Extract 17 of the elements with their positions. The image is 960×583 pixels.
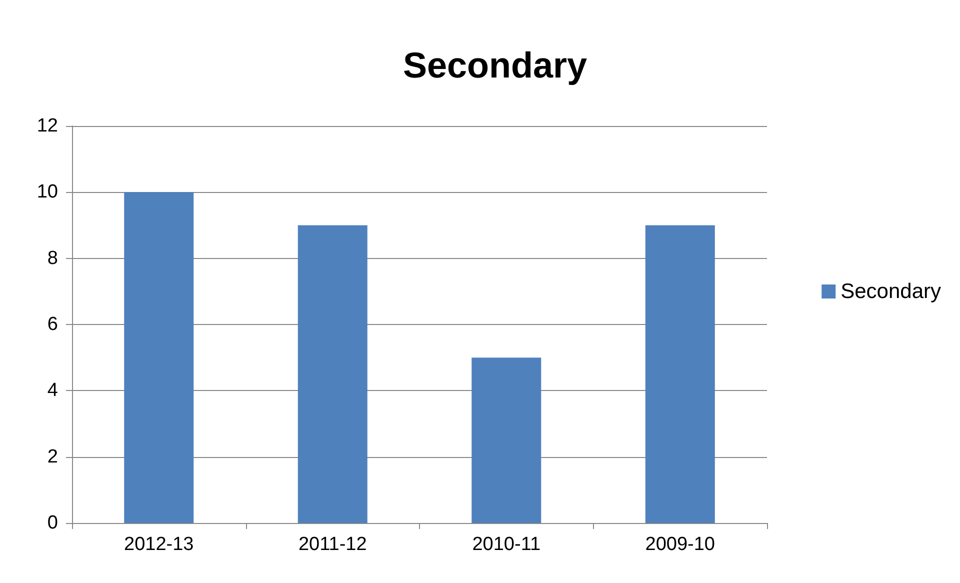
x-tick-label: 2009-10 xyxy=(645,534,715,555)
bar xyxy=(645,225,715,523)
y-tick-label: 8 xyxy=(47,248,58,269)
bar xyxy=(472,358,542,523)
chart-title: Secondary xyxy=(402,44,588,86)
y-tick-label: 6 xyxy=(47,314,58,335)
bar xyxy=(298,225,368,523)
y-tick-label: 0 xyxy=(47,512,58,534)
x-tick-label: 2010-11 xyxy=(472,534,541,555)
legend-label: Secondary xyxy=(840,280,942,303)
x-tick-label: 2011-12 xyxy=(298,534,367,555)
y-tick-label: 12 xyxy=(36,116,58,136)
x-tick-label: 2012-13 xyxy=(124,534,194,555)
bar xyxy=(124,192,194,523)
y-tick-label: 2 xyxy=(47,446,58,468)
y-tick-label: 4 xyxy=(47,380,58,402)
y-tick-label: 10 xyxy=(36,182,58,203)
